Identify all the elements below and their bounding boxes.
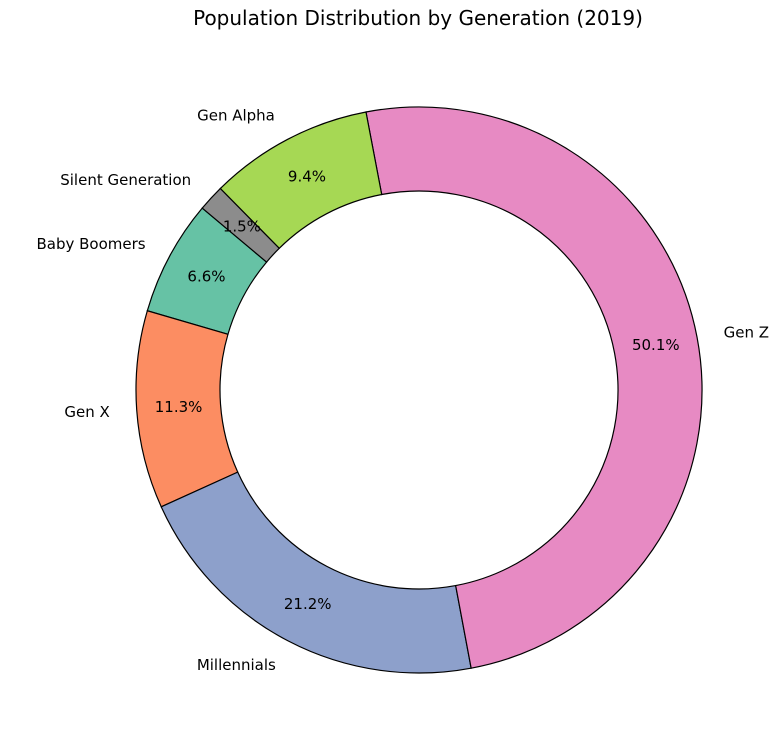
category-label-gen-alpha: Gen Alpha [197, 107, 275, 125]
slice-silent-generation [201, 187, 281, 263]
pct-label-silent-generation: 1.5% [223, 218, 261, 236]
category-label-millennials: Millennials [197, 656, 276, 674]
labels-layer: 6.6% Baby Boomers 11.3% Gen X 21.2% Millennia… [36, 107, 769, 674]
slice-gen-z [365, 106, 703, 669]
pct-label-baby-boomers: 6.6% [187, 267, 225, 285]
pct-label-gen-alpha: 9.4% [288, 168, 326, 186]
category-label-gen-x: Gen X [64, 403, 109, 421]
category-label-silent-generation: Silent Generation [60, 171, 191, 189]
category-label-gen-z: Gen Z [724, 323, 769, 341]
chart-title: Population Distribution by Generation (2… [193, 6, 643, 30]
slices-layer [135, 106, 703, 674]
pct-label-gen-z: 50.1% [632, 336, 680, 354]
pct-label-millennials: 21.2% [284, 595, 332, 613]
slice-millennials [160, 471, 472, 674]
category-label-baby-boomers: Baby Boomers [36, 235, 145, 253]
pct-label-gen-x: 11.3% [155, 398, 203, 416]
